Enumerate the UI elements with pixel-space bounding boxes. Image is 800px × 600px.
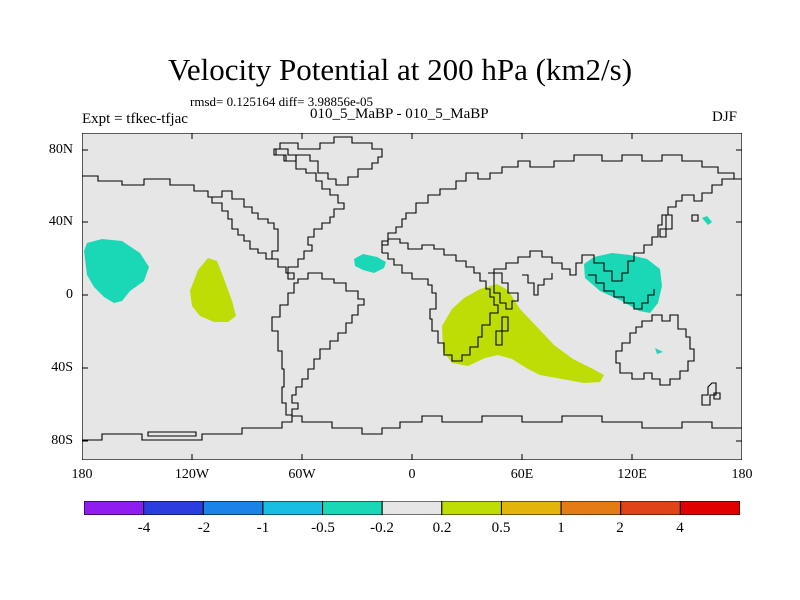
colorbar-label: 4: [676, 520, 684, 536]
negative-region-small-nw: [702, 216, 712, 225]
coastline-arabia: [493, 272, 519, 310]
negative-region-africa-west: [354, 254, 386, 273]
colorbar-box: [560, 501, 622, 515]
lat-label-80s: 80S: [51, 433, 73, 448]
lat-label-40n: 40N: [48, 214, 73, 229]
lon-ticks: [191, 133, 633, 460]
colorbar: [84, 501, 740, 515]
colorbar-box: [84, 501, 145, 515]
coastline-antarctica: [82, 415, 742, 441]
colorbar-label: -4: [137, 520, 151, 536]
coastline-greenland: [275, 136, 383, 186]
colorbar-box: [679, 501, 740, 515]
colorbar-box: [381, 501, 443, 515]
coastline-asia-south: [488, 178, 742, 282]
colorbar-label: -2: [197, 520, 211, 536]
lon-label-60w: 60W: [288, 467, 316, 482]
coastlines: [82, 136, 742, 441]
colorbar-box: [620, 501, 681, 515]
coastline-antarctic-peninsula: [147, 431, 197, 437]
colorbar-label: 1: [557, 520, 565, 536]
colorbar-label: -0.5: [311, 520, 335, 536]
stats-line: rmsd= 0.125164 diff= 3.98856e-05: [190, 94, 374, 109]
negative-region-pacific: [84, 239, 149, 303]
coastline-maritime-continent: [588, 274, 655, 310]
coastline-africa: [382, 238, 499, 362]
lon-label-60e: 60E: [510, 467, 534, 482]
colorbar-box: [143, 501, 204, 515]
colorbar-box: [500, 501, 562, 515]
coastline-north-america: [82, 175, 279, 260]
lat-ticks: [82, 149, 742, 442]
colorbar-label: 2: [616, 520, 624, 536]
coastline-small-islands: [691, 214, 721, 400]
positive-region-east-pacific: [190, 258, 236, 322]
lat-label-eq: 0: [66, 287, 73, 302]
season-label: DJF: [712, 109, 738, 125]
colorbar-label: 0.5: [491, 520, 511, 536]
coastline-madagascar: [495, 316, 509, 346]
lon-label-120w: 120W: [174, 467, 210, 482]
colorbar-box: [202, 501, 264, 515]
coastline-japan: [659, 214, 673, 238]
lon-label-180e: 180: [731, 467, 753, 482]
coastline-eurasia: [381, 154, 742, 253]
coastline-south-america: [271, 272, 365, 416]
colorbar-box: [441, 501, 502, 515]
experiment-label: Expt = tfkec-tfjac: [82, 111, 188, 127]
lon-label-0: 0: [408, 467, 416, 482]
coastline-new-zealand: [701, 382, 717, 406]
map-panel: [82, 133, 742, 460]
colorbar-label: -1: [256, 520, 270, 536]
negative-region-small-sw: [655, 348, 663, 354]
positive-region-indian-ocean: [442, 284, 604, 383]
colorbar-box: [322, 501, 383, 515]
colorbar-label: 0.2: [432, 520, 452, 536]
plot-title: Velocity Potential at 200 hPa (km2/s): [167, 52, 633, 87]
lon-label-180w: 180: [71, 467, 93, 482]
coastline-india: [522, 273, 553, 296]
lat-label-40s: 40S: [51, 360, 73, 375]
case-label: 010_5_MaBP - 010_5_MaBP: [310, 106, 489, 122]
lat-label-80n: 80N: [48, 142, 73, 157]
colorbar-box: [262, 501, 324, 515]
coastline-australia: [615, 314, 695, 386]
lon-label-120e: 120E: [617, 467, 647, 482]
colorbar-label: -0.2: [370, 520, 394, 536]
